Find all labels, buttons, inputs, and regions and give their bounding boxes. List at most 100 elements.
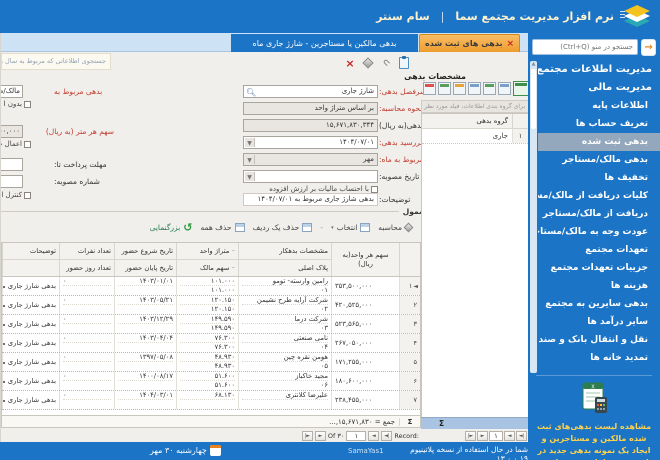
diamond-icon[interactable] bbox=[361, 56, 375, 70]
header-notes[interactable]: توضیحات bbox=[2, 243, 59, 276]
current-record-input[interactable]: ۱ bbox=[346, 430, 367, 441]
checkbox-icon[interactable] bbox=[24, 191, 31, 199]
deadline-label: مهلت پرداخت تا: bbox=[54, 160, 107, 169]
approval-date-input[interactable]: ▼ bbox=[243, 170, 378, 183]
group-by-hint[interactable]: برای گروه بندی اطلاعات، فیلد مورد نظر bbox=[421, 100, 529, 113]
debt-topic-input[interactable]: شارژ جاری 🔍︎ × bbox=[243, 85, 378, 98]
last-record-button[interactable]: ►| bbox=[301, 430, 313, 441]
exit-icon[interactable]: → bbox=[641, 38, 656, 56]
report-icon[interactable] bbox=[423, 81, 436, 95]
grid-icon[interactable] bbox=[513, 80, 529, 96]
sidebar-menu-item[interactable]: عودت وجه به مالک/مستاجر bbox=[538, 227, 648, 237]
table-row[interactable]: ۷ ۲۳۸,۴۵۵,۰۰۰ علیرضا کلانتری ۶۸.۱۳۰ ۱۴۰۴… bbox=[2, 391, 420, 410]
delete-row-button[interactable]: حذف یک ردیف bbox=[253, 223, 313, 232]
group-row[interactable]: ۱ جاری bbox=[422, 129, 528, 144]
checkbox-icon[interactable] bbox=[24, 140, 31, 148]
print-icon[interactable] bbox=[468, 81, 481, 95]
first-record-button[interactable]: |◄ bbox=[381, 430, 393, 441]
clipboard-icon[interactable] bbox=[397, 56, 411, 70]
status-version: شما در حال استفاده از نسخه پلاتینیوم ۱۳.… bbox=[410, 445, 528, 460]
header-area[interactable]: متراژ واحد سهم مالک bbox=[176, 243, 238, 276]
sidebar-menu-item[interactable]: کلیات دریافت از مالک/مستاجر bbox=[538, 191, 648, 201]
table-row[interactable]: ۴ ۲۶۷,۰۵۰,۰۰۰ نامی صنعتی ۰۴ ۷۶.۳۰۰ ۷۶.۳۰۰ … bbox=[2, 334, 420, 353]
header-dates[interactable]: تاریخ شروع حضور تاریخ پایان حضور bbox=[114, 243, 176, 276]
sidebar-menu-item[interactable]: بدهی سایرین به مجتمع bbox=[545, 299, 648, 309]
vat-checkbox[interactable]: با احتساب مالیات بر ارزش افزوده bbox=[238, 185, 378, 193]
total-debt-label: جمع کل بدهی(به ریال) bbox=[379, 121, 451, 130]
tab-close-icon[interactable]: × bbox=[506, 38, 514, 49]
deadline-input[interactable] bbox=[1, 158, 23, 171]
next-record-button[interactable]: ► bbox=[314, 430, 326, 441]
search-filter-hint[interactable]: جستجوی اطلاعاتی که مربوط به سال برابر bbox=[1, 53, 111, 70]
delete-record-icon[interactable]: × bbox=[345, 56, 355, 70]
chevron-down-icon[interactable]: ▾ bbox=[331, 224, 334, 231]
sidebar-menu-item[interactable]: مدیریت مالی bbox=[588, 82, 652, 93]
current-record-input[interactable]: ۱ bbox=[489, 431, 503, 441]
sidebar-menu-item[interactable]: بدهی ثبت شده bbox=[538, 133, 660, 151]
lookup-icon[interactable]: 🔍︎ bbox=[246, 88, 257, 97]
group-grid-header[interactable]: گروه بدهی bbox=[422, 114, 528, 129]
sidebar-menu-item[interactable]: تعهدات مجتمع bbox=[585, 245, 648, 255]
delete-all-button[interactable]: حذف همه bbox=[200, 223, 245, 232]
sidebar-menu-item[interactable]: جزییات تعهدات مجتمع bbox=[550, 263, 648, 273]
header-people[interactable]: تعداد نفرات تعداد روز حضور bbox=[59, 243, 114, 276]
select-button[interactable]: انتخاب ▾ bbox=[331, 223, 371, 232]
refresh-button[interactable]: ↺ بزرگنمایی bbox=[149, 220, 193, 234]
sidebar-menu-item[interactable]: تخفیف ها bbox=[604, 173, 649, 183]
sidebar-menu-item[interactable]: دریافت از مالک/مستاجر bbox=[542, 209, 648, 219]
sidebar-scrollbar[interactable]: ▲ bbox=[530, 61, 537, 373]
sidebar-menu-item[interactable]: بدهی مالک/مستاجر bbox=[562, 155, 648, 165]
checkbox-icon[interactable] bbox=[371, 185, 378, 193]
checkbox-icon[interactable] bbox=[24, 100, 31, 108]
table-row[interactable]: ۲ ۴۲۰,۵۲۵,۰۰۰ شرکت آرایه طرح نشیمن ۰۲ ۱۲۰… bbox=[2, 296, 420, 315]
table-row[interactable]: ۳ ۵۲۳,۵۶۵,۰۰۰ شرکت درما ۰۳ ۱۴۹.۵۹۰ ۱۴۹.۵۹۰… bbox=[2, 315, 420, 334]
approval-no-input[interactable] bbox=[1, 175, 23, 188]
sidebar-menu-item[interactable]: تمدید خانه ها bbox=[590, 353, 648, 363]
sidebar-menu-item[interactable]: نقل و انتقال بانک و صندوق bbox=[538, 335, 648, 345]
sidebar-menu-item[interactable]: مدیریت اطلاعات مجتمع bbox=[538, 64, 652, 75]
debtors-table-header: سهم هر واحد(به ریال) مشخصات بدهکار پلاک … bbox=[2, 243, 420, 277]
chart-icon[interactable] bbox=[438, 81, 451, 95]
apply-checkbox[interactable]: اعمال ت bbox=[1, 140, 31, 148]
header-debtor[interactable]: مشخصات بدهکار پلاک اصلی bbox=[238, 243, 331, 276]
table-row[interactable]: ۶ ۱۸۰,۶۰۰,۰۰۰ مجید خاکباز ۰۶ ۵۱.۶۰۰ ۵۱.۶۰۰… bbox=[2, 372, 420, 391]
calculate-button[interactable]: محاسبه bbox=[378, 222, 414, 233]
prev-record-button[interactable]: ◄ bbox=[504, 431, 515, 441]
without-checkbox[interactable]: بدون ا bbox=[1, 100, 31, 108]
notes-input[interactable]: بدهی شارژ جاری مربوط به ۱۴۰۴/۰۷/۰۱ bbox=[243, 193, 378, 206]
menu-search-input[interactable] bbox=[532, 39, 638, 55]
chevron-down-icon[interactable]: ▼ bbox=[245, 172, 255, 181]
calc-method-input[interactable]: بر اساس متراژ واحد bbox=[243, 102, 378, 115]
debt-topic-label: سرفصل بدهی: bbox=[379, 87, 427, 96]
table-row[interactable]: ۵ ۱۷۱,۲۵۵,۰۰۰ هومن نقره چین ۰۵ ۴۸.۹۳۰ ۴۸.۹… bbox=[2, 353, 420, 372]
related-to-input[interactable]: مالک/مستاجر bbox=[1, 85, 23, 98]
tab-registered-debts[interactable]: × بدهی های ثبت شده bbox=[419, 34, 520, 52]
export-icon[interactable] bbox=[453, 81, 466, 95]
calculator-icon[interactable] bbox=[483, 81, 496, 95]
title-bar: نرم افزار مدیریت مجتمع سما | سام سنتر bbox=[0, 0, 660, 33]
paperclip-icon[interactable]: ⊂ bbox=[379, 56, 393, 70]
tab-window-title[interactable]: بدهی مالکین یا مستاجرین - شارژ جاری ماه bbox=[231, 34, 418, 52]
due-date-input[interactable]: ۱۴۰۴/۰۷/۰۱ ▼ bbox=[243, 136, 378, 149]
chevron-down-icon[interactable]: ▼ bbox=[245, 155, 255, 164]
group-column-header[interactable]: گروه بدهی bbox=[476, 117, 508, 125]
per-meter-input[interactable]: ۳,۵۰۰,۰۰۰ bbox=[1, 125, 23, 138]
last-record-button[interactable]: ►| bbox=[465, 431, 476, 441]
sidebar-menu-item[interactable]: سایر درآمد ها bbox=[587, 317, 648, 327]
month-select[interactable]: مهر ▼ bbox=[243, 153, 378, 166]
sidebar-menu-item[interactable]: هزینه ها bbox=[610, 281, 648, 291]
table-row[interactable]: ◄ ۱ ۳۵۳,۵۰۰,۰۰۰ رامین وارسته- تومو ۰۱ ۱۰۱.… bbox=[2, 277, 420, 296]
header-unit-share[interactable]: سهم هر واحد(به ریال) bbox=[331, 243, 399, 276]
sigma-icon: Σ bbox=[439, 419, 445, 428]
notebook-icon[interactable] bbox=[498, 81, 511, 95]
first-record-button[interactable]: |◄ bbox=[516, 431, 527, 441]
group-rownum-header bbox=[512, 114, 528, 128]
prev-record-button[interactable]: ◄ bbox=[368, 430, 380, 441]
record-count: Of ۳۰ bbox=[327, 431, 345, 440]
sidebar-menu-item[interactable]: تعریف حساب ها bbox=[575, 119, 648, 129]
control-checkbox[interactable]: کنترل ا bbox=[1, 191, 31, 199]
next-record-button[interactable]: ► bbox=[477, 431, 488, 441]
chevron-down-icon[interactable]: ▼ bbox=[245, 138, 255, 147]
total-debt-input: ۱۵,۶۷۱,۸۳۰,۳۴۴ bbox=[243, 119, 378, 132]
sidebar-menu-item[interactable]: اطلاعات پایه bbox=[592, 101, 648, 111]
